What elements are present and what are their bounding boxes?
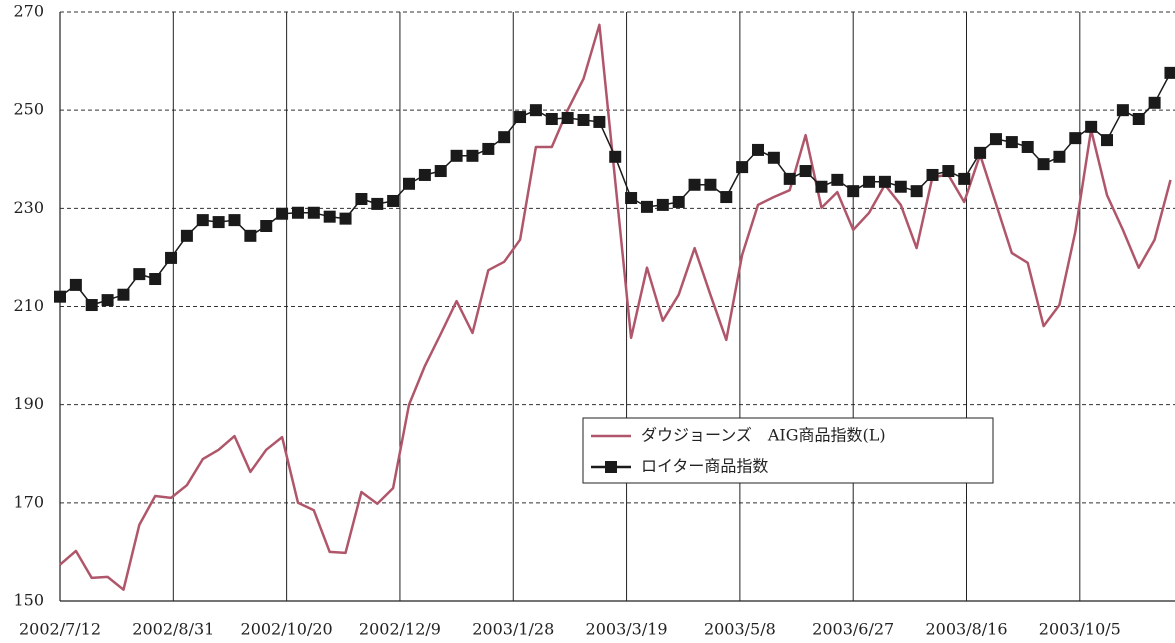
marker (1164, 66, 1175, 79)
x-tick-label: 2003/3/19 (586, 620, 668, 639)
marker (228, 214, 241, 227)
marker (910, 185, 923, 198)
marker (85, 299, 98, 312)
marker (387, 194, 400, 207)
marker (69, 278, 82, 291)
y-tick-label: 250 (13, 100, 44, 119)
x-tick-label: 2002/10/20 (241, 620, 333, 639)
marker (863, 175, 876, 188)
marker (958, 172, 971, 185)
legend-label: ロイター商品指数 (641, 457, 768, 476)
marker (371, 197, 384, 210)
x-tick-label: 2002/8/31 (132, 620, 214, 639)
series-line (59, 23, 1172, 591)
marker (291, 206, 304, 219)
marker (117, 288, 130, 301)
marker (1116, 104, 1129, 117)
x-tick-label: 2003/5/8 (704, 620, 776, 639)
marker (688, 178, 701, 191)
x-tick-label: 2002/12/9 (359, 620, 441, 639)
marker (625, 192, 638, 205)
marker (1069, 132, 1082, 145)
marker (593, 115, 606, 128)
y-tick-label: 210 (13, 296, 44, 315)
marker (434, 165, 447, 178)
marker (307, 206, 320, 219)
marker (260, 220, 273, 233)
marker (656, 198, 669, 211)
marker (577, 113, 590, 126)
legend: ダウジョーンズ AIG商品指数(L) ロイター商品指数 (582, 417, 994, 484)
marker (514, 111, 527, 124)
marker (355, 193, 368, 206)
marker (989, 133, 1002, 146)
y-tick-label: 230 (13, 198, 44, 217)
marker (466, 149, 479, 162)
marker (1005, 136, 1018, 149)
marker (1132, 113, 1145, 126)
marker (942, 165, 955, 178)
marker (165, 251, 178, 264)
marker (498, 131, 511, 144)
marker (196, 214, 209, 227)
marker (418, 168, 431, 181)
marker (1148, 96, 1161, 109)
marker (609, 150, 622, 163)
marker (180, 229, 193, 242)
marker (1053, 150, 1066, 163)
marker (974, 146, 987, 159)
marker (212, 216, 225, 229)
x-tick-label: 2003/6/27 (812, 620, 894, 639)
marker (545, 113, 558, 126)
marker (54, 290, 66, 303)
marker (720, 191, 733, 204)
marker (276, 207, 289, 220)
marker (561, 112, 574, 125)
legend-marker (605, 461, 617, 473)
marker (244, 229, 257, 242)
marker (815, 180, 828, 193)
y-tick-label: 190 (13, 394, 44, 413)
marker (1085, 120, 1098, 133)
marker (752, 143, 765, 156)
x-tick-label: 2003/8/16 (925, 620, 1007, 639)
y-tick-label: 270 (13, 2, 44, 21)
marker (339, 212, 352, 225)
x-tick-label: 2003/10/5 (1039, 620, 1121, 639)
x-tick-label: 2003/1/28 (472, 620, 554, 639)
marker (482, 142, 495, 155)
marker (101, 294, 114, 307)
y-tick-label: 150 (13, 591, 44, 610)
marker (133, 268, 146, 281)
marker (783, 172, 796, 185)
marker (529, 104, 542, 117)
y-tick-label: 170 (13, 492, 44, 511)
marker (767, 151, 780, 164)
marker (1101, 134, 1114, 147)
marker (672, 195, 685, 208)
marker (894, 180, 907, 193)
marker (736, 161, 749, 174)
marker (149, 273, 162, 286)
marker (450, 149, 463, 162)
x-tick-label: 2002/7/12 (19, 620, 101, 639)
legend-box (582, 417, 994, 484)
marker (403, 177, 416, 190)
marker (1037, 158, 1050, 171)
marker (323, 210, 336, 223)
marker (640, 200, 653, 213)
marker (704, 178, 717, 191)
legend-label: ダウジョーンズ AIG商品指数(L) (641, 426, 886, 445)
marker (847, 185, 860, 198)
marker (799, 165, 812, 178)
marker (878, 175, 891, 188)
marker (1021, 140, 1034, 153)
marker (926, 168, 939, 181)
marker (831, 173, 844, 186)
